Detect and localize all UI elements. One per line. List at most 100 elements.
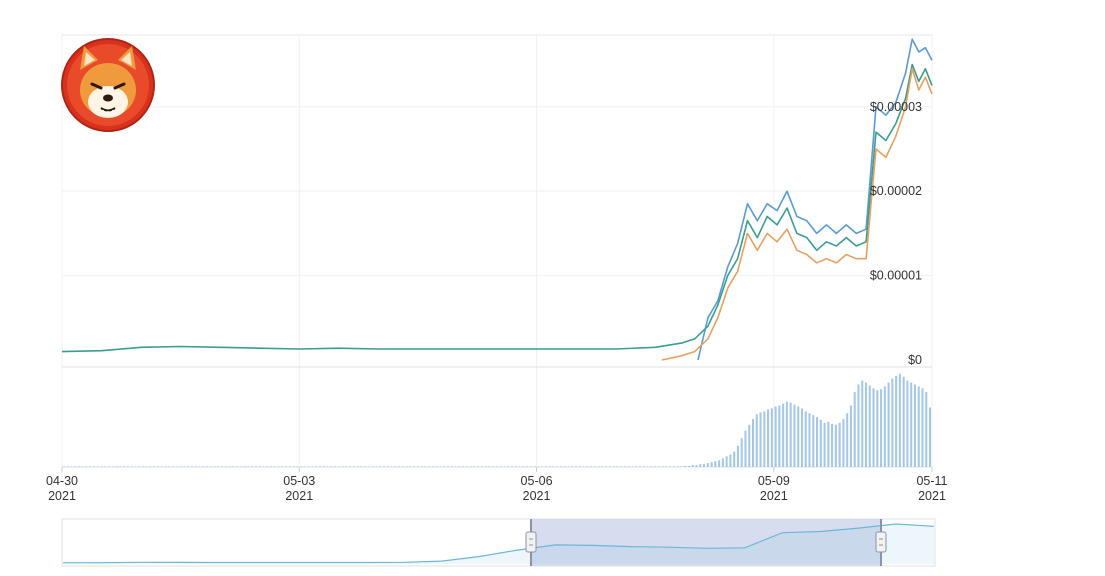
volume-bar [921, 388, 924, 467]
y-tick-label: $0.00002 [870, 184, 922, 198]
volume-bar [691, 465, 694, 467]
volume-bar [778, 405, 781, 467]
volume-bar [454, 466, 457, 467]
volume-bar [461, 466, 465, 467]
volume-bar [480, 466, 483, 467]
volume-bar [710, 462, 713, 467]
volume-bar [194, 466, 197, 467]
volume-bar [676, 466, 679, 467]
price-series [61, 38, 933, 361]
volume-bar [330, 466, 333, 467]
volume-bar [307, 466, 310, 467]
volume-bar [831, 423, 834, 467]
volume-bar [586, 466, 589, 467]
volume-bar [642, 466, 645, 467]
volume-bar [529, 466, 532, 467]
volume-bar [563, 466, 566, 467]
volume-bar [360, 466, 363, 467]
volume-bar [443, 466, 446, 467]
volume-bar [469, 466, 472, 467]
volume-bar [518, 466, 521, 467]
volume-bar [590, 466, 593, 467]
volume-bar [292, 466, 295, 467]
volume-bar [736, 445, 739, 467]
volume-bar [386, 466, 389, 467]
volume-bar [928, 407, 932, 467]
volume-bar [164, 466, 167, 467]
volume-bar [612, 466, 615, 467]
volume-bar [842, 419, 845, 467]
volume-bar [318, 466, 321, 467]
volume-bar [748, 424, 751, 467]
x-tick-label-year: 2021 [48, 489, 76, 503]
volume-bar [552, 466, 555, 467]
volume-bar [597, 466, 600, 467]
volume-bar [887, 382, 890, 467]
volume-bar [492, 466, 495, 467]
volume-bar [827, 421, 830, 467]
x-tick-label-year: 2021 [285, 489, 313, 503]
volume-bar [823, 422, 826, 467]
volume-bar [416, 466, 419, 467]
volume-bar [431, 466, 434, 467]
volume-bar [684, 466, 687, 467]
volume-bar [834, 424, 837, 467]
volume-bar [66, 466, 69, 467]
volume-bar [556, 466, 559, 467]
y-axis-labels: $0 $0.00001 $0.00002 $0.00003 [870, 100, 922, 367]
volume-bar [145, 466, 148, 467]
navigator-right-handle[interactable] [875, 531, 887, 553]
navigator-area [63, 524, 934, 564]
volume-bar [277, 466, 280, 467]
volume-bar [740, 438, 743, 467]
volume-bar [77, 466, 80, 467]
volume-bar [401, 466, 404, 467]
volume-bar [183, 466, 186, 467]
volume-bar [224, 466, 227, 467]
volume-bar [390, 466, 393, 467]
volume-bar [733, 451, 736, 467]
volume-bar [409, 466, 412, 467]
volume-bar [782, 403, 785, 467]
volume-bar [499, 466, 502, 467]
navigator-left-handle[interactable] [525, 531, 537, 553]
volume-bar [872, 388, 875, 467]
shiba-inu-coin-logo-icon [61, 38, 155, 132]
x-tick-label-day: 05-03 [283, 474, 315, 488]
volume-bar [853, 392, 856, 467]
volume-bar [130, 466, 133, 467]
volume-bar [880, 389, 883, 467]
volume-bar [115, 466, 118, 467]
volume-bar [413, 466, 416, 467]
volume-bar [405, 466, 408, 467]
volume-bar [695, 465, 698, 467]
volume-bar [160, 466, 163, 467]
range-navigator[interactable] [61, 518, 936, 567]
navigator-selected-window[interactable] [531, 519, 881, 566]
volume-bar [593, 466, 596, 467]
volume-bar [849, 405, 852, 467]
volume-bar [891, 378, 894, 467]
volume-bar [202, 466, 205, 467]
volume-bar [333, 466, 336, 467]
volume-bar [187, 466, 190, 467]
volume-bar [638, 466, 642, 467]
volume-bar [913, 384, 916, 467]
volume-bar [379, 466, 382, 467]
volume-bar [526, 466, 529, 467]
x-axis-labels: 04-30202105-03202105-06202105-09202105-1… [46, 467, 948, 503]
y-tick-label: $0 [908, 353, 922, 367]
volume-bar [838, 422, 841, 467]
volume-bar [864, 382, 868, 467]
volume-bar [522, 466, 525, 467]
volume-bar [574, 466, 578, 467]
volume-bar [808, 413, 811, 467]
price-series-line [61, 63, 933, 353]
volume-bar [149, 466, 152, 467]
volume-bar [608, 466, 611, 467]
volume-bar [273, 466, 276, 467]
volume-bar [533, 466, 536, 467]
volume-bar [311, 466, 314, 467]
volume-bar [89, 466, 92, 467]
